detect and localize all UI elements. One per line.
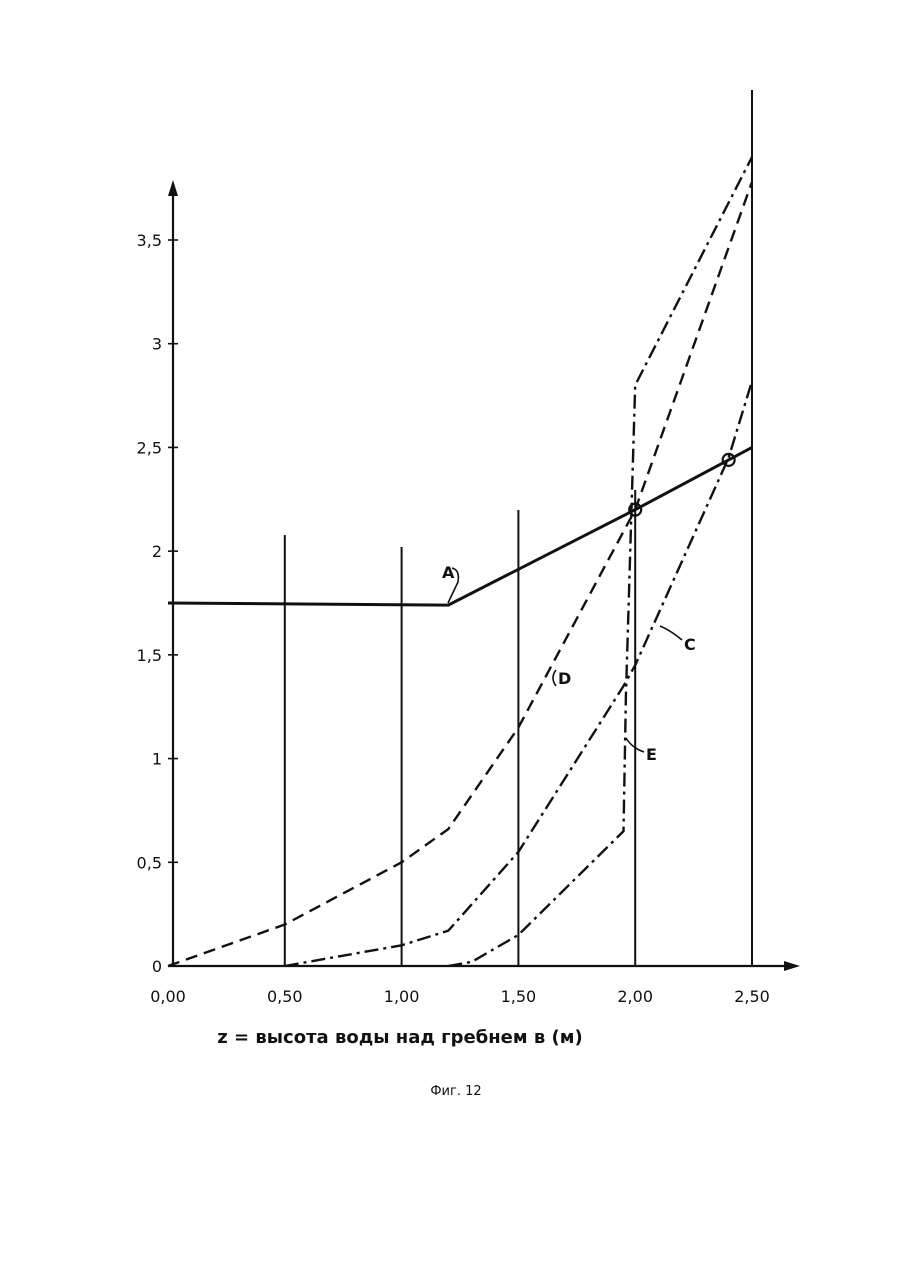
axes	[168, 180, 800, 971]
x-tick-label: 0,00	[150, 987, 186, 1006]
curve-label-a: A	[442, 563, 455, 582]
y-axis-arrow	[168, 180, 178, 196]
vertical-guide-lines	[285, 90, 752, 966]
y-tick-label: 0,5	[137, 853, 162, 872]
curve-label-e: E	[646, 745, 657, 764]
x-tick-label: 2,00	[617, 987, 653, 1006]
y-tick-label: 3	[152, 335, 162, 354]
x-tick-label: 2,50	[734, 987, 770, 1006]
curve-label-d: D	[558, 669, 571, 688]
y-tick-label: 2	[152, 542, 162, 561]
curve-label-c: C	[684, 635, 696, 654]
x-tick-label: 1,50	[501, 987, 537, 1006]
curve-labels: A D C E	[442, 563, 696, 764]
figure-caption: Фиг. 12	[430, 1084, 481, 1099]
y-tick-label: 1,5	[137, 646, 162, 665]
curve-d	[168, 182, 752, 966]
x-axis-arrow	[784, 961, 800, 971]
ticks: 0,00 0,50 1,00 1,50 2,00 2,50 0 0,5 1 1,5 2 2,5 3 3,5	[137, 231, 770, 1006]
curve-label-leader-d	[553, 670, 556, 686]
curve-e	[448, 157, 752, 966]
y-tick-label: 2,5	[137, 438, 162, 457]
y-tick-label: 1	[152, 750, 162, 769]
curve-a	[168, 447, 752, 605]
curve-label-leader-c	[660, 626, 682, 640]
y-tick-label: 0	[152, 957, 162, 976]
x-tick-label: 1,00	[384, 987, 420, 1006]
x-tick-label: 0,50	[267, 987, 303, 1006]
x-axis-label: z = высота воды над гребнем в (м)	[217, 1027, 582, 1048]
curves	[168, 157, 752, 966]
y-tick-label: 3,5	[137, 231, 162, 250]
